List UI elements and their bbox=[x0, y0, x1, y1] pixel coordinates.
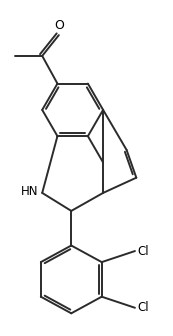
Text: Cl: Cl bbox=[138, 301, 149, 314]
Text: HN: HN bbox=[21, 185, 38, 198]
Text: Cl: Cl bbox=[138, 245, 149, 257]
Text: O: O bbox=[54, 19, 64, 32]
